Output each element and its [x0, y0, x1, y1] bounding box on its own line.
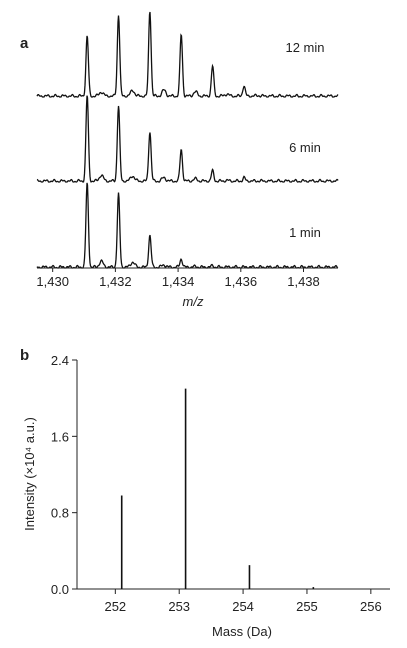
mass-peaks	[120, 388, 315, 589]
y-axis-ticks: 0.0 0.8 1.6 2.4	[51, 353, 77, 597]
x-tick-label: 1,434	[162, 274, 195, 289]
spectrum-trace	[36, 11, 339, 98]
x-tick-label: 1,432	[99, 274, 132, 289]
trace-label: 12 min	[285, 40, 324, 55]
y-tick-label: 0.0	[51, 582, 69, 597]
x-axis-ticks: 252 253 254 255 256	[104, 589, 382, 614]
x-tick-label: 252	[104, 599, 126, 614]
x-tick-label: 254	[232, 599, 254, 614]
x-tick-label: 1,436	[225, 274, 258, 289]
x-tick-label: 1,438	[287, 274, 320, 289]
trace-labels: 12 min 6 min 1 min	[285, 40, 324, 240]
panel-label-b: b	[20, 347, 29, 364]
axes	[76, 360, 390, 590]
x-tick-label: 253	[168, 599, 190, 614]
y-tick-label: 0.8	[51, 506, 69, 521]
panel-b: b 252 253 254 255 256 0.0 0.8 1.6 2.4 Mass (Da)…	[20, 347, 390, 639]
spectrum-trace	[36, 95, 339, 183]
spectra-traces	[36, 11, 339, 269]
y-axis-label: Intensity (×10⁴ a.u.)	[22, 417, 37, 531]
trace-label: 1 min	[289, 225, 321, 240]
panel-label-a: a	[20, 35, 29, 52]
x-axis-label: m/z	[183, 294, 204, 309]
x-tick-label: 255	[296, 599, 318, 614]
x-tick-label: 1,430	[36, 274, 69, 289]
spectrum-trace	[36, 182, 339, 269]
x-axis-ticks: 1,430 1,432 1,434 1,436 1,438	[36, 268, 320, 289]
x-tick-label: 256	[360, 599, 382, 614]
y-tick-label: 2.4	[51, 353, 69, 368]
trace-label: 6 min	[289, 140, 321, 155]
y-tick-label: 1.6	[51, 429, 69, 444]
x-axis-label: Mass (Da)	[212, 624, 272, 639]
